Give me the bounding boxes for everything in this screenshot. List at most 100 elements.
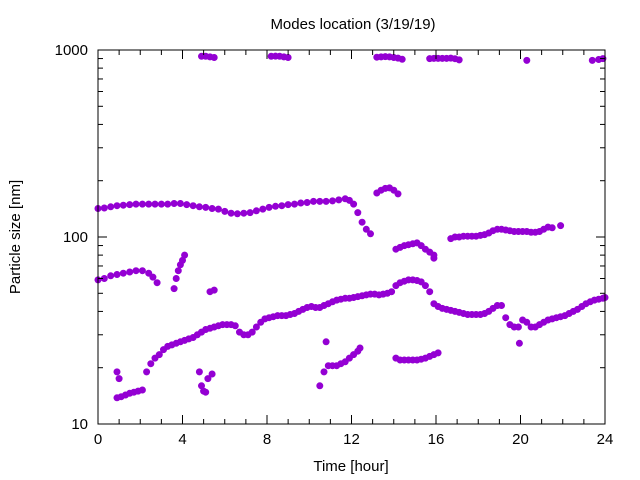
data-point — [170, 285, 178, 293]
data-point — [195, 203, 203, 211]
data-point — [259, 205, 267, 213]
data-point — [248, 328, 256, 336]
data-point — [252, 323, 260, 331]
data-point — [588, 56, 596, 64]
data-point — [138, 386, 146, 394]
data-point — [113, 270, 121, 278]
data-point — [189, 202, 197, 210]
data-point — [335, 196, 343, 204]
x-tick-label: 24 — [597, 431, 614, 448]
plot-frame — [97, 49, 606, 425]
data-point — [322, 197, 330, 205]
data-point — [265, 203, 273, 211]
data-point — [157, 200, 165, 208]
data-point — [170, 200, 178, 208]
data-point — [523, 318, 531, 326]
marker-layer — [94, 52, 609, 402]
data-point — [240, 209, 248, 217]
data-point — [398, 55, 406, 63]
data-point — [356, 344, 364, 352]
y-tick-label: 10 — [71, 416, 88, 433]
data-point — [515, 339, 523, 347]
data-point — [126, 268, 134, 276]
data-point — [430, 254, 438, 262]
data-point — [183, 201, 191, 209]
data-point — [113, 202, 121, 210]
data-point — [164, 200, 172, 208]
data-point — [210, 53, 218, 61]
x-tick-label: 0 — [94, 431, 102, 448]
data-point — [514, 323, 522, 331]
data-point — [138, 267, 146, 275]
data-point — [271, 202, 279, 210]
data-point — [278, 202, 286, 210]
data-point — [354, 209, 362, 217]
data-point — [214, 205, 222, 213]
data-point — [119, 201, 127, 209]
data-point — [115, 375, 123, 383]
data-point — [132, 267, 140, 275]
data-point — [523, 56, 531, 64]
data-point — [252, 207, 260, 215]
data-point — [202, 203, 210, 211]
x-tick-label: 20 — [512, 431, 529, 448]
data-point — [290, 200, 298, 208]
data-point — [153, 279, 161, 287]
data-point — [231, 322, 239, 330]
data-point — [113, 368, 121, 376]
data-point — [147, 360, 155, 368]
data-point — [132, 200, 140, 208]
data-point — [394, 190, 402, 198]
data-point — [455, 56, 463, 64]
data-point — [366, 230, 374, 238]
data-point — [350, 200, 358, 208]
data-point — [233, 210, 241, 218]
data-point — [362, 225, 370, 233]
x-tick-label: 12 — [343, 431, 360, 448]
data-point — [151, 200, 159, 208]
data-point — [176, 200, 184, 208]
data-point — [434, 349, 442, 357]
x-tick-label: 16 — [428, 431, 445, 448]
data-point — [388, 288, 396, 296]
data-point — [119, 269, 127, 277]
data-point — [107, 203, 115, 211]
data-point — [174, 267, 182, 275]
data-point — [284, 53, 292, 61]
x-tick-label: 4 — [178, 431, 186, 448]
data-point — [358, 218, 366, 226]
data-point — [320, 368, 328, 376]
data-point — [145, 200, 153, 208]
data-point — [107, 272, 115, 280]
tick-layer: 0 4 8 12 16 20 24 10 100 1000 — [55, 42, 614, 448]
data-point — [208, 205, 216, 213]
data-point — [155, 351, 163, 359]
data-point — [181, 251, 189, 259]
y-tick-label: 100 — [63, 229, 88, 246]
data-point — [126, 201, 134, 209]
data-point — [149, 273, 157, 281]
data-point — [548, 224, 556, 232]
data-point — [284, 201, 292, 209]
data-point — [426, 288, 434, 296]
data-point — [316, 197, 324, 205]
data-point — [204, 375, 212, 383]
data-point — [328, 197, 336, 205]
data-point — [195, 368, 203, 376]
data-point — [497, 301, 505, 309]
data-point — [303, 199, 311, 207]
data-point — [208, 370, 216, 378]
data-point — [227, 209, 235, 217]
x-tick-label: 8 — [263, 431, 271, 448]
data-point — [421, 282, 429, 290]
data-point — [138, 200, 146, 208]
data-point — [210, 286, 218, 294]
data-point — [322, 338, 330, 346]
data-point — [202, 388, 210, 396]
data-point — [557, 222, 565, 230]
data-point — [172, 274, 180, 282]
data-point — [246, 209, 254, 217]
data-point — [143, 368, 151, 376]
data-point — [316, 382, 324, 390]
